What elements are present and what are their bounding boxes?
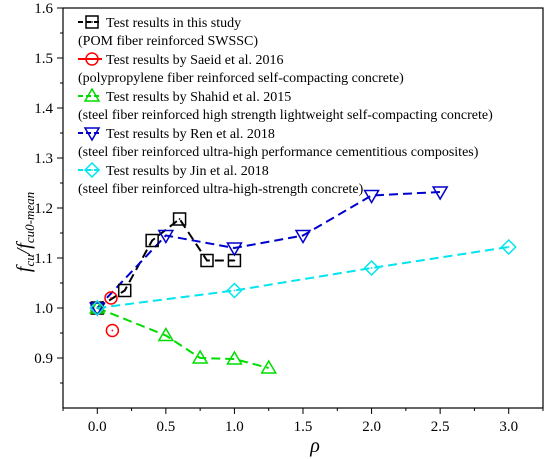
legend-marker-3 bbox=[83, 127, 101, 142]
data-point-s2-0 bbox=[88, 299, 106, 314]
data-point-s2-1 bbox=[157, 327, 175, 342]
legend-label-0: Test results in this study bbox=[106, 16, 241, 31]
x-tick-label: 1.0 bbox=[225, 419, 244, 435]
legend-note-3: (steel fiber reinforced ultra-high perfo… bbox=[78, 145, 479, 160]
data-point-s1-2 bbox=[105, 323, 120, 338]
legend-marker-0 bbox=[85, 15, 99, 29]
y-tick-label: 1.6 bbox=[34, 1, 53, 17]
data-point-s2-4 bbox=[260, 359, 278, 374]
data-point-s2-2 bbox=[191, 349, 209, 364]
legend-marker-2 bbox=[83, 87, 101, 102]
y-axis-label-sub-num: cu bbox=[22, 254, 37, 267]
data-point-s3-4 bbox=[363, 189, 380, 204]
data-point-s1-1-center bbox=[110, 297, 112, 299]
legend-note-1: (polypropylene fiber reinforced self-com… bbox=[78, 71, 404, 86]
tick-labels: 0.0 0.5 1.0 1.5 2.0 2.5 3.0 0.9 1.0 1.1 1.2 1.3 1.4 1… bbox=[34, 1, 518, 435]
data-point-s0-3-center bbox=[178, 218, 181, 220]
x-tick-label: 3.0 bbox=[499, 419, 518, 435]
x-tick-label: 1.5 bbox=[294, 419, 313, 435]
y-axis-label: fcu/fcu0-mean bbox=[13, 192, 37, 272]
data-point-s0-5-center bbox=[233, 259, 236, 262]
data-point-s0-4 bbox=[200, 253, 214, 268]
y-tick-label: 1.1 bbox=[34, 251, 53, 267]
y-tick-label: 1.4 bbox=[34, 101, 53, 117]
data-point-s0-1-center bbox=[123, 289, 126, 292]
legend-label-3: Test results by Ren et al. 2018 bbox=[106, 127, 275, 142]
y-axis-label-slash: /f bbox=[13, 241, 35, 256]
y-tick-label: 1.0 bbox=[34, 301, 53, 317]
y-tick-label: 1.3 bbox=[34, 151, 53, 167]
y-tick-label: 1.5 bbox=[34, 51, 53, 67]
legend-marker-4 bbox=[83, 161, 101, 179]
legend-note-2: (steel fiber reinforced high strength li… bbox=[78, 108, 493, 123]
legend-label-4: Test results by Jin et al. 2018 bbox=[106, 164, 269, 179]
data-point-s1-1 bbox=[104, 291, 118, 305]
data-point-s4-3 bbox=[500, 238, 517, 256]
data-point-s2-3 bbox=[226, 350, 243, 365]
data-point-s0-1 bbox=[117, 283, 132, 298]
legend-note-0: (POM fiber reinforced SWSSC) bbox=[78, 34, 258, 49]
data-point-s4-1-center bbox=[233, 289, 236, 292]
legend-marker-1 bbox=[85, 52, 99, 66]
legend: Test results in this study (POM fiber rei… bbox=[78, 15, 493, 197]
data-point-s0-3 bbox=[172, 212, 187, 226]
y-tick-label: 0.9 bbox=[34, 351, 53, 367]
series-line-4 bbox=[97, 246, 509, 309]
data-point-s4-2 bbox=[363, 259, 380, 277]
series-line-2 bbox=[96, 307, 269, 369]
data-point-s4-0 bbox=[89, 299, 106, 317]
x-axis-label: ρ bbox=[309, 435, 320, 457]
data-point-s3-1 bbox=[157, 229, 175, 244]
data-point-s4-0-center bbox=[96, 307, 99, 309]
data-point-s3-3 bbox=[294, 229, 312, 244]
series-line-3 bbox=[96, 191, 441, 309]
legend-label-1: Test results by Saeid et al. 2016 bbox=[106, 53, 284, 68]
data-point-s3-2 bbox=[226, 242, 243, 257]
series-lines bbox=[96, 191, 509, 369]
x-tick-label: 0.0 bbox=[88, 419, 107, 435]
data-point-s3-5 bbox=[431, 186, 449, 201]
x-tick-label: 2.5 bbox=[431, 419, 450, 435]
data-point-s3-0 bbox=[88, 302, 106, 317]
series-line-0 bbox=[96, 217, 235, 309]
data-point-s1-2-center bbox=[111, 329, 114, 332]
axis-ticks bbox=[57, 7, 544, 414]
plot-border bbox=[62, 7, 544, 409]
data-point-s4-2-center bbox=[370, 267, 373, 269]
legend-marker-0-center bbox=[91, 21, 93, 23]
legend-marker-1-center bbox=[91, 58, 93, 60]
series-markers bbox=[88, 186, 517, 374]
y-axis-label-sub-den: cu0-mean bbox=[22, 192, 37, 243]
data-point-s0-2-center bbox=[151, 239, 154, 242]
y-tick-label: 1.2 bbox=[34, 201, 53, 217]
legend-label-2: Test results by Shahid et al. 2015 bbox=[106, 90, 291, 105]
data-point-s4-3-center bbox=[507, 246, 510, 248]
data-point-s0-4-center bbox=[206, 259, 208, 262]
legend-marker-4-center bbox=[91, 169, 93, 171]
data-point-s4-1 bbox=[226, 282, 243, 299]
x-tick-label: 2.0 bbox=[362, 419, 381, 435]
x-tick-label: 0.5 bbox=[156, 419, 175, 435]
legend-note-4: (steel fiber reinforced ultra-high-stren… bbox=[78, 182, 364, 197]
plot-frame bbox=[62, 7, 544, 409]
data-point-s0-2 bbox=[145, 233, 159, 248]
y-axis-label-main: f bbox=[13, 264, 35, 272]
